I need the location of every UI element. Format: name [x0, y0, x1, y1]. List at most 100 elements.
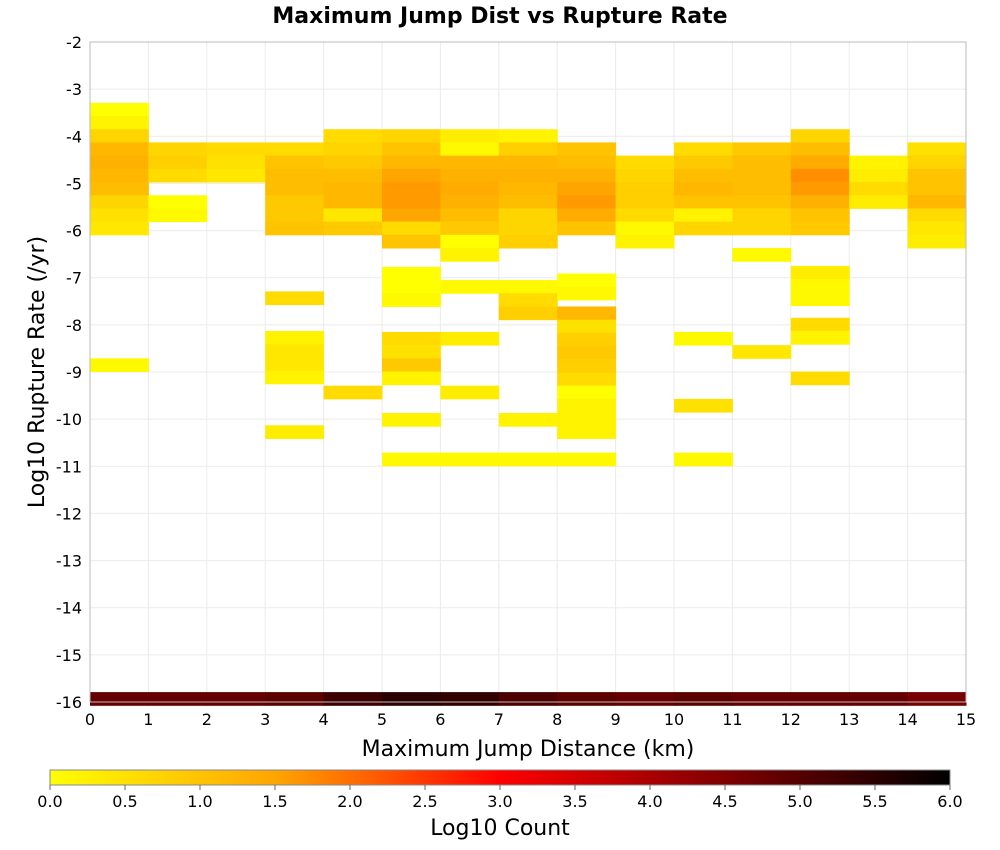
heatmap-cell — [382, 234, 441, 249]
heatmap-cell — [790, 195, 850, 209]
heatmap-cell — [557, 359, 617, 373]
heatmap-cell — [498, 208, 558, 223]
x-axis-label: Maximum Jump Distance (km) — [362, 737, 695, 762]
heatmap-cell — [732, 345, 792, 359]
heatmap-cell — [557, 208, 617, 223]
heatmap-cell — [90, 129, 149, 143]
colorbar-tick-label: 1.5 — [262, 792, 287, 811]
colorbar-tick-label: 5.0 — [787, 792, 812, 811]
heatmap-cell — [907, 168, 967, 183]
heatmap-cell — [90, 102, 149, 117]
heatmap-cell — [498, 168, 558, 183]
heatmap-cell — [498, 182, 558, 196]
x-axis-ticks: 0 1 2 3 4 5 6 7 8 9 10 11 12 13 14 15 — [85, 710, 976, 729]
heatmap-cell — [732, 208, 792, 223]
heatmap-cell — [557, 385, 617, 400]
x-tick-label: 10 — [664, 710, 684, 729]
colorbar-label: Log10 Count — [430, 816, 570, 841]
heatmap-cell — [790, 265, 850, 280]
heatmap-cell — [440, 155, 500, 170]
heatmap-cell — [615, 168, 675, 183]
heatmap-cell — [732, 221, 792, 236]
heatmap-cell — [323, 142, 383, 157]
heatmap-cell — [907, 208, 967, 223]
heatmap-cell — [382, 413, 441, 427]
heatmap-cell — [790, 208, 850, 223]
heatmap-cell — [440, 234, 500, 249]
heatmap-cell — [907, 221, 967, 236]
heatmap-cell — [615, 692, 675, 706]
x-tick-label: 11 — [722, 710, 742, 729]
heatmap-cell — [206, 142, 266, 157]
colorbar — [49, 769, 951, 786]
heatmap-cell — [907, 692, 967, 706]
heatmap-cell — [440, 168, 500, 183]
heatmap-cell — [382, 221, 441, 236]
heatmap-cell — [732, 248, 792, 262]
heatmap-cell — [849, 182, 909, 196]
heatmap-cell — [790, 155, 850, 170]
colorbar-tick-label: 5.5 — [862, 792, 887, 811]
heatmap-cell — [382, 155, 441, 170]
heatmap-cell — [615, 155, 675, 170]
heatmap-cell — [498, 306, 558, 321]
colorbar-tick-label: 3.0 — [487, 792, 512, 811]
x-tick-label: 3 — [260, 710, 270, 729]
heatmap-cell — [148, 692, 208, 706]
heatmap-cell — [265, 330, 325, 345]
heatmap-cell — [615, 195, 675, 209]
heatmap-cell — [790, 317, 850, 332]
heatmap-cell — [265, 291, 325, 306]
heatmap-cell — [790, 182, 850, 196]
heatmap-cell — [90, 142, 149, 157]
heatmap-cell — [790, 279, 850, 293]
heatmap-cell — [440, 208, 500, 223]
heatmap-cell — [849, 692, 909, 706]
heatmap-cell — [732, 168, 792, 183]
heatmap-cell — [557, 372, 617, 387]
heatmap-cell — [557, 286, 617, 301]
x-tick-label: 0 — [85, 710, 95, 729]
heatmap-cell — [265, 208, 325, 223]
heatmap-cell — [265, 182, 325, 196]
heatmap-cell — [615, 208, 675, 223]
y-tick-label: -2 — [66, 33, 82, 52]
y-tick-label: -7 — [66, 269, 82, 288]
heatmap-cell — [265, 357, 325, 372]
heatmap-cell — [148, 208, 208, 223]
heatmap-cell — [557, 142, 617, 157]
heatmap-cell — [323, 129, 383, 143]
heatmap-cell — [382, 692, 441, 706]
y-tick-label: -12 — [56, 504, 82, 523]
heatmap-cell — [90, 358, 149, 373]
chart-title: Maximum Jump Dist vs Rupture Rate — [272, 4, 727, 29]
heatmap-cell — [440, 182, 500, 196]
heatmap-cell — [849, 155, 909, 170]
heatmap-cell — [382, 182, 441, 196]
x-tick-label: 12 — [781, 710, 801, 729]
heatmap-cell — [907, 182, 967, 196]
heatmap-cell — [790, 692, 850, 706]
heatmap-cell — [90, 155, 149, 170]
heatmap-cell — [849, 195, 909, 209]
heatmap-cell — [498, 129, 558, 143]
heatmap-cell — [265, 370, 325, 385]
heatmap-cell — [440, 280, 500, 294]
colorbar-tick-label: 6.0 — [937, 792, 962, 811]
heatmap-cell — [382, 293, 441, 307]
heatmap-cell — [732, 195, 792, 209]
x-tick-label: 5 — [377, 710, 387, 729]
heatmap-cell — [440, 129, 500, 143]
heatmap-cell — [557, 346, 617, 360]
heatmap-cell — [90, 692, 149, 706]
heatmap-cell — [498, 280, 558, 294]
heatmap-cell — [498, 195, 558, 209]
heatmap-cell — [557, 398, 617, 413]
heatmap-cell — [90, 208, 149, 223]
heatmap-cell — [557, 221, 617, 236]
x-tick-label: 9 — [611, 710, 621, 729]
heatmap-cell — [907, 234, 967, 249]
x-tick-label: 7 — [494, 710, 504, 729]
